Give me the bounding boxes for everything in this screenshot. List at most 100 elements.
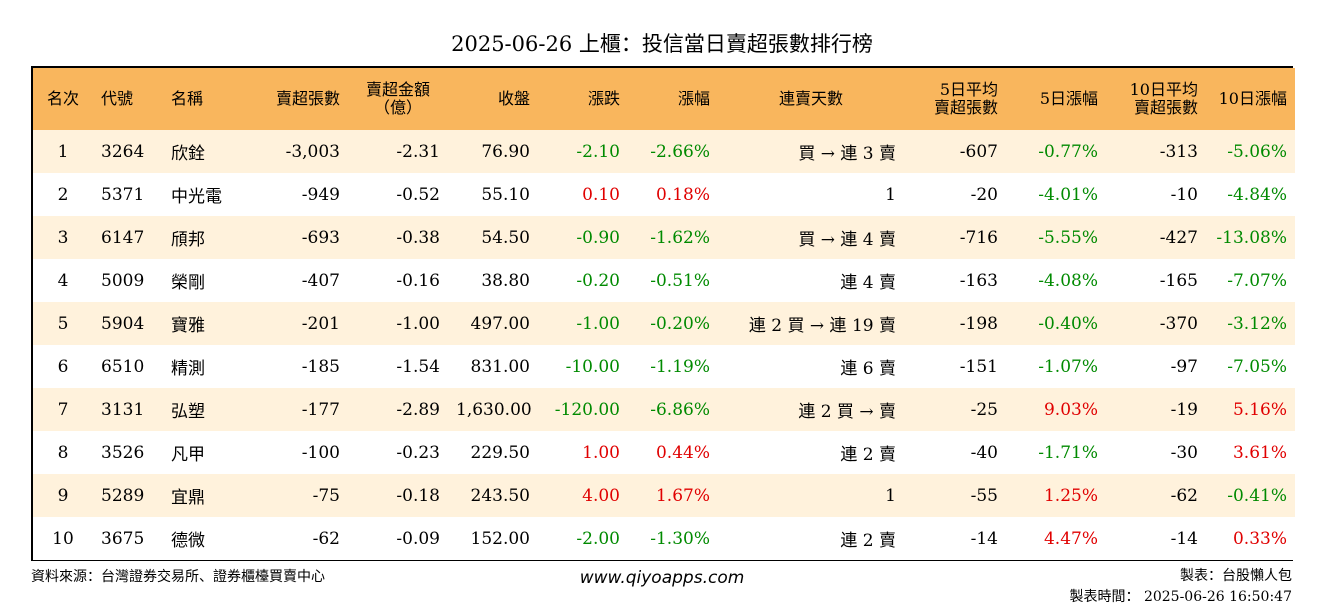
cell-code: 5009 (101, 270, 145, 291)
header-avg5-line1: 5日平均 (939, 80, 998, 99)
cell-amount: -0.16 (396, 270, 440, 291)
cell-avg10: -370 (1159, 313, 1198, 334)
header-sell-amount-line1: 賣超金額 (365, 80, 430, 99)
cell-rank: 3 (57, 227, 69, 248)
cell-name: 凡甲 (171, 445, 205, 465)
header-avg5-line2: 賣超張數 (933, 98, 998, 117)
cell-rank: 7 (57, 399, 69, 420)
table-row: 6 6510 精測 -185 -1.54 831.00 -10.00 -1.19% 連 6 賣 -… (33, 345, 1295, 388)
header-sell-lots: 賣超張數 (275, 89, 340, 108)
cell-close: 831.00 (470, 356, 530, 377)
header-chg10: 10日漲幅 (1218, 89, 1287, 108)
table-row: 8 3526 凡甲 -100 -0.23 229.50 1.00 0.44% 連 2 賣 -40 -… (33, 431, 1295, 474)
cell-code: 5371 (101, 184, 145, 205)
table-row: 3 6147 頎邦 -693 -0.38 54.50 -0.90 -1.62% 買 → 連 4 … (33, 216, 1295, 259)
cell-rank: 1 (57, 141, 69, 162)
header-name: 名稱 (171, 89, 204, 108)
cell-streak: 1 (885, 485, 896, 506)
cell-close: 152.00 (470, 528, 530, 549)
cell-code: 6510 (101, 356, 145, 377)
cell-chg10: 0.33% (1232, 528, 1287, 549)
cell-sell-lots: -3,003 (285, 141, 340, 162)
maker-label: 製表：台股懶人包 (1180, 568, 1292, 584)
cell-change-pct: 0.18% (655, 184, 710, 205)
cell-chg10: -4.84% (1227, 184, 1287, 205)
cell-change-pct: -6.86% (650, 399, 710, 420)
cell-change-pct: 0.44% (655, 442, 710, 463)
cell-amount: -1.00 (396, 313, 440, 334)
cell-change-pct: -2.66% (650, 141, 710, 162)
header-change: 漲跌 (587, 89, 620, 108)
cell-rank: 10 (52, 528, 74, 549)
cell-amount: -1.54 (396, 356, 440, 377)
cell-name: 德微 (171, 531, 205, 551)
cell-avg5: -14 (970, 528, 998, 549)
cell-change: -2.00 (576, 528, 620, 549)
cell-streak: 買 → 連 3 賣 (798, 144, 896, 164)
cell-chg5: 4.47% (1043, 528, 1098, 549)
cell-avg5: -607 (959, 141, 998, 162)
cell-avg5: -716 (959, 227, 998, 248)
cell-amount: -0.23 (396, 442, 440, 463)
cell-chg5: 1.25% (1043, 485, 1098, 506)
header-sell-amount-line2: （億） (373, 98, 422, 117)
cell-close: 229.50 (470, 442, 530, 463)
cell-code: 5904 (101, 313, 145, 334)
header-rank: 名次 (46, 89, 79, 108)
table-row: 9 5289 宜鼎 -75 -0.18 243.50 4.00 1.67% 1 -55 1.25% -… (33, 474, 1295, 517)
cell-avg10: -30 (1170, 442, 1198, 463)
cell-code: 3131 (101, 399, 145, 420)
cell-code: 3264 (101, 141, 145, 162)
cell-rank: 4 (57, 270, 69, 291)
cell-name: 精測 (171, 359, 205, 379)
cell-streak: 連 6 賣 (840, 359, 896, 379)
cell-avg10: -427 (1159, 227, 1198, 248)
table-row: 1 3264 欣銓 -3,003 -2.31 76.90 -2.10 -2.66% 買 → 連 … (33, 130, 1295, 173)
cell-change: 0.10 (582, 184, 620, 205)
cell-sell-lots: -949 (301, 184, 340, 205)
cell-chg5: -0.77% (1038, 141, 1098, 162)
cell-amount: -0.52 (396, 184, 440, 205)
cell-sell-lots: -407 (301, 270, 340, 291)
ranking-table-container: 名次 代號 名稱 賣超張數 賣超金額 （億） 收盤 漲跌 漲幅 連賣天數 5日平… (31, 66, 1295, 561)
cell-sell-lots: -693 (301, 227, 340, 248)
cell-change-pct: -0.51% (650, 270, 710, 291)
cell-avg5: -151 (959, 356, 998, 377)
table-body: 1 3264 欣銓 -3,003 -2.31 76.90 -2.10 -2.66% 買 → 連 … (33, 130, 1295, 560)
cell-chg10: -13.08% (1216, 227, 1287, 248)
website-link[interactable]: www.qiyoapps.com (579, 568, 745, 588)
cell-code: 3526 (101, 442, 145, 463)
cell-avg5: -20 (970, 184, 998, 205)
cell-code: 5289 (101, 485, 145, 506)
cell-change: -0.20 (576, 270, 620, 291)
cell-change: -10.00 (565, 356, 620, 377)
cell-change: 1.00 (582, 442, 620, 463)
cell-sell-lots: -177 (301, 399, 340, 420)
header-close: 收盤 (497, 89, 530, 108)
cell-avg5: -163 (959, 270, 998, 291)
cell-name: 頎邦 (171, 230, 205, 250)
cell-name: 寶雅 (171, 316, 205, 336)
table-row: 5 5904 寶雅 -201 -1.00 497.00 -1.00 -0.20% 連 2 買 →… (33, 302, 1295, 345)
table-row: 2 5371 中光電 -949 -0.52 55.10 0.10 0.18% 1 -20 -4.01… (33, 173, 1295, 216)
cell-amount: -2.89 (396, 399, 440, 420)
cell-avg10: -19 (1170, 399, 1198, 420)
cell-streak: 連 2 賣 (840, 531, 896, 551)
cell-chg10: 5.16% (1232, 399, 1287, 420)
cell-chg5: -1.07% (1038, 356, 1098, 377)
cell-rank: 6 (57, 356, 69, 377)
footer-credits: 製表：台股懶人包 製表時間： 2025-06-26 16:50:47 (1070, 566, 1293, 608)
cell-sell-lots: -185 (301, 356, 340, 377)
cell-rank: 5 (57, 313, 69, 334)
cell-name: 弘塑 (171, 402, 205, 422)
table-header-row: 名次 代號 名稱 賣超張數 賣超金額 （億） 收盤 漲跌 漲幅 連賣天數 5日平… (33, 68, 1295, 130)
cell-avg5: -40 (970, 442, 998, 463)
cell-streak: 連 2 買 → 賣 (798, 402, 896, 422)
cell-streak: 連 2 賣 (840, 445, 896, 465)
cell-close: 55.10 (481, 184, 530, 205)
header-avg5: 5日平均 賣超張數 (904, 68, 1006, 130)
cell-chg10: -7.07% (1227, 270, 1287, 291)
header-change-pct: 漲幅 (677, 89, 710, 108)
header-code: 代號 (101, 89, 134, 108)
cell-change-pct: -1.62% (650, 227, 710, 248)
